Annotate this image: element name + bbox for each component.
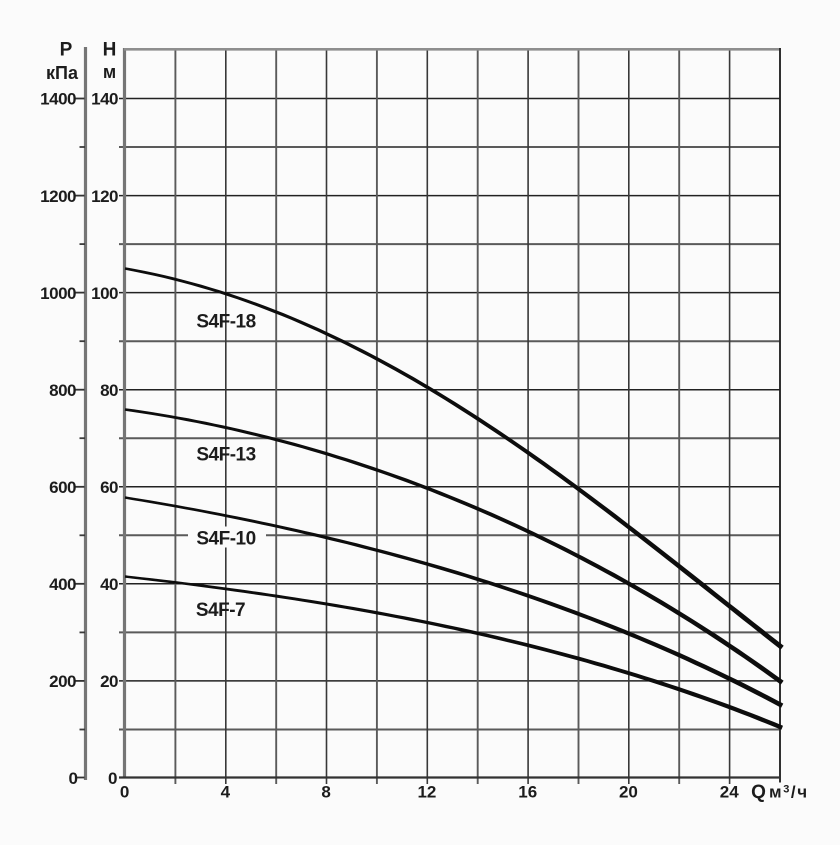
svg-text:1400: 1400 [40, 90, 76, 109]
svg-text:S4F-18: S4F-18 [196, 312, 255, 333]
svg-text:1200: 1200 [40, 187, 76, 206]
svg-text:120: 120 [91, 187, 118, 206]
svg-text:400: 400 [49, 575, 76, 594]
svg-text:0: 0 [69, 769, 78, 788]
svg-text:16: 16 [518, 783, 537, 802]
svg-text:0: 0 [120, 783, 129, 802]
svg-text:S4F-13: S4F-13 [196, 445, 255, 466]
svg-text:20: 20 [100, 672, 118, 691]
svg-text:140: 140 [91, 90, 118, 109]
svg-text:H: H [103, 40, 117, 61]
svg-text:60: 60 [100, 478, 118, 497]
svg-text:24: 24 [720, 783, 739, 802]
svg-text:200: 200 [49, 672, 76, 691]
svg-text:0: 0 [108, 769, 117, 788]
svg-text:P: P [60, 40, 73, 61]
svg-text:100: 100 [91, 284, 118, 303]
svg-text:S4F-7: S4F-7 [196, 600, 245, 621]
svg-text:1000: 1000 [40, 284, 76, 303]
svg-text:800: 800 [49, 381, 76, 400]
svg-text:20: 20 [619, 783, 638, 802]
svg-text:4: 4 [221, 783, 231, 802]
svg-text:м: м [103, 62, 116, 82]
svg-text:600: 600 [49, 478, 76, 497]
svg-text:Q: Q [751, 782, 766, 803]
svg-text:80: 80 [100, 381, 118, 400]
svg-text:40: 40 [100, 575, 118, 594]
svg-text:м3/ч: м3/ч [769, 783, 809, 802]
svg-text:12: 12 [417, 783, 436, 802]
svg-text:8: 8 [321, 783, 330, 802]
svg-text:S4F-10: S4F-10 [196, 528, 255, 549]
svg-text:кПа: кПа [46, 63, 79, 83]
